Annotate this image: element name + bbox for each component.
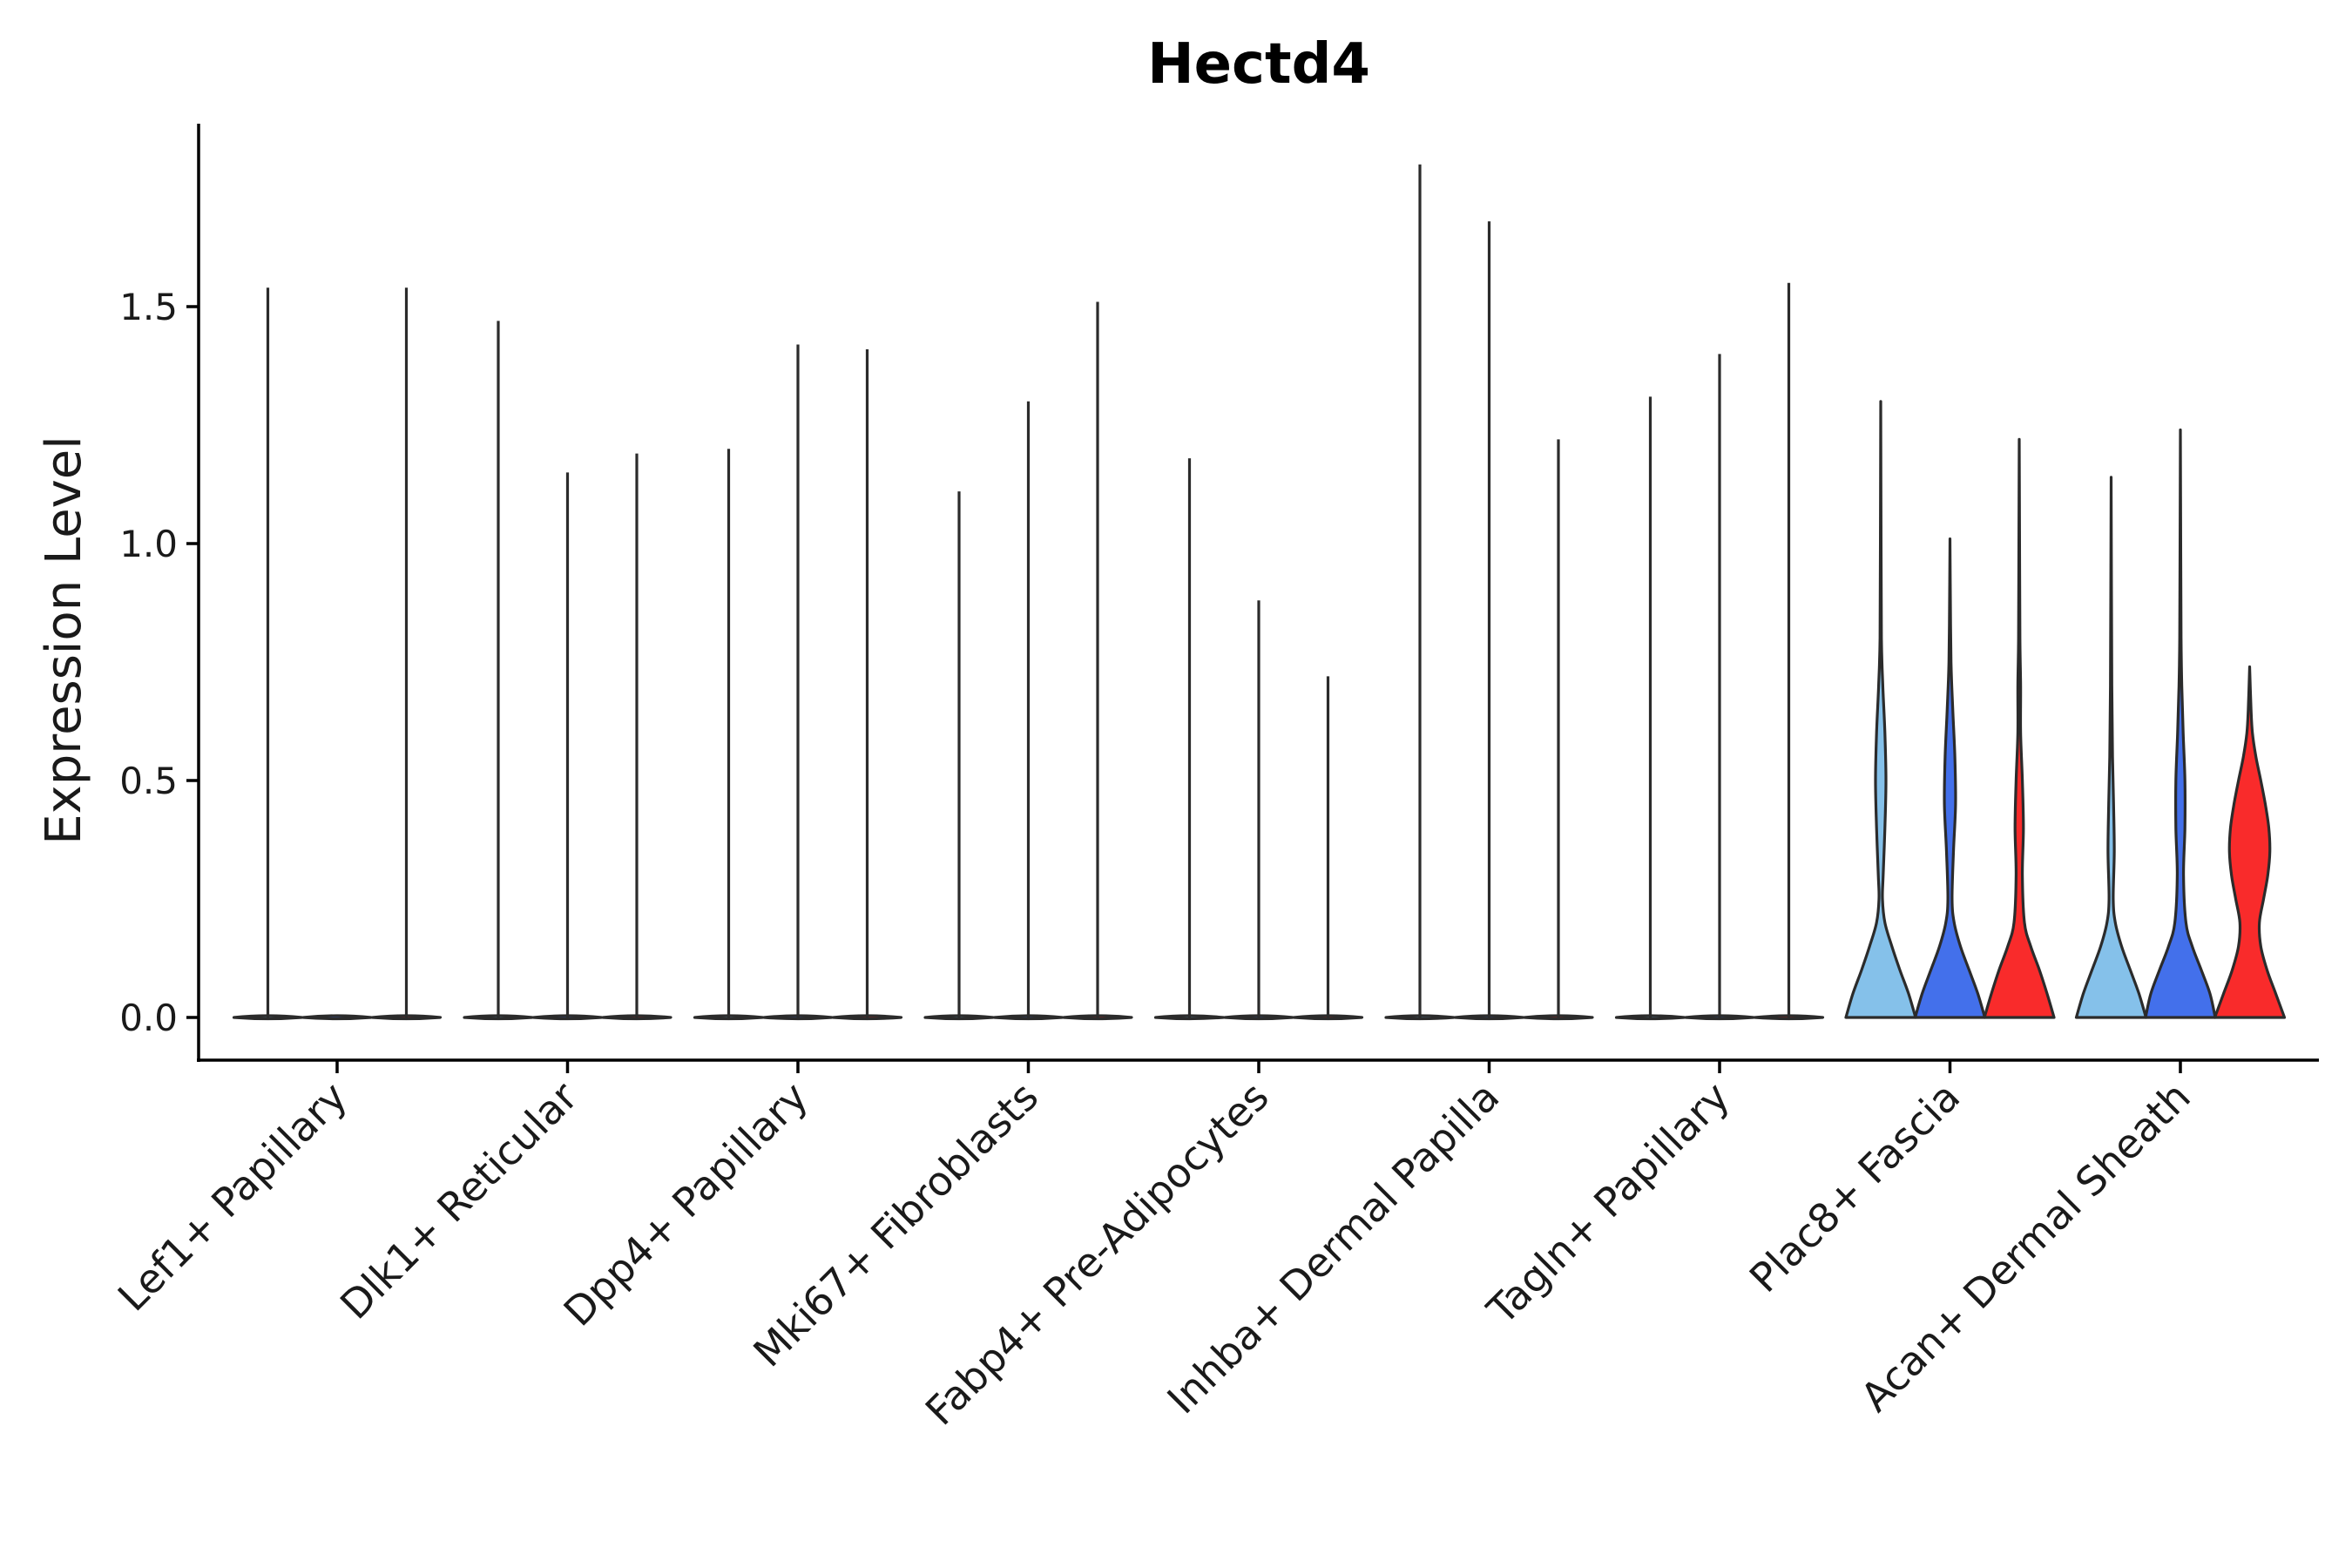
x-tick-label: Plac8+ Fascia xyxy=(1740,1073,1969,1301)
x-tick-label: Lef1+ Papillary xyxy=(109,1073,356,1321)
violin-base-group2 xyxy=(301,1014,373,1021)
x-tick-label: Dlk1+ Reticular xyxy=(331,1073,586,1328)
y-tick-label: 0.5 xyxy=(119,760,178,802)
violin-group1 xyxy=(1844,400,1917,1019)
violin-group3 xyxy=(2213,665,2287,1019)
x-tick-label: Dpp4+ Papillary xyxy=(555,1073,817,1335)
violin-group3 xyxy=(1983,437,2056,1019)
violins-group xyxy=(232,164,2287,1021)
violin-group2 xyxy=(2144,428,2217,1019)
y-tick-label: 1.5 xyxy=(119,286,178,328)
y-tick-label: 1.0 xyxy=(119,523,178,565)
y-ticks-group: 0.0 0.5 1.0 1.5 xyxy=(119,286,199,1039)
violin-group2 xyxy=(1913,537,1987,1019)
y-axis-label: Expression Level xyxy=(36,436,92,845)
y-tick-label: 0.0 xyxy=(119,997,178,1039)
x-tick-label: Tagln+ Papillary xyxy=(1477,1073,1739,1335)
violin-group1 xyxy=(2074,476,2148,1019)
chart-title: Hectd4 xyxy=(1147,32,1370,97)
